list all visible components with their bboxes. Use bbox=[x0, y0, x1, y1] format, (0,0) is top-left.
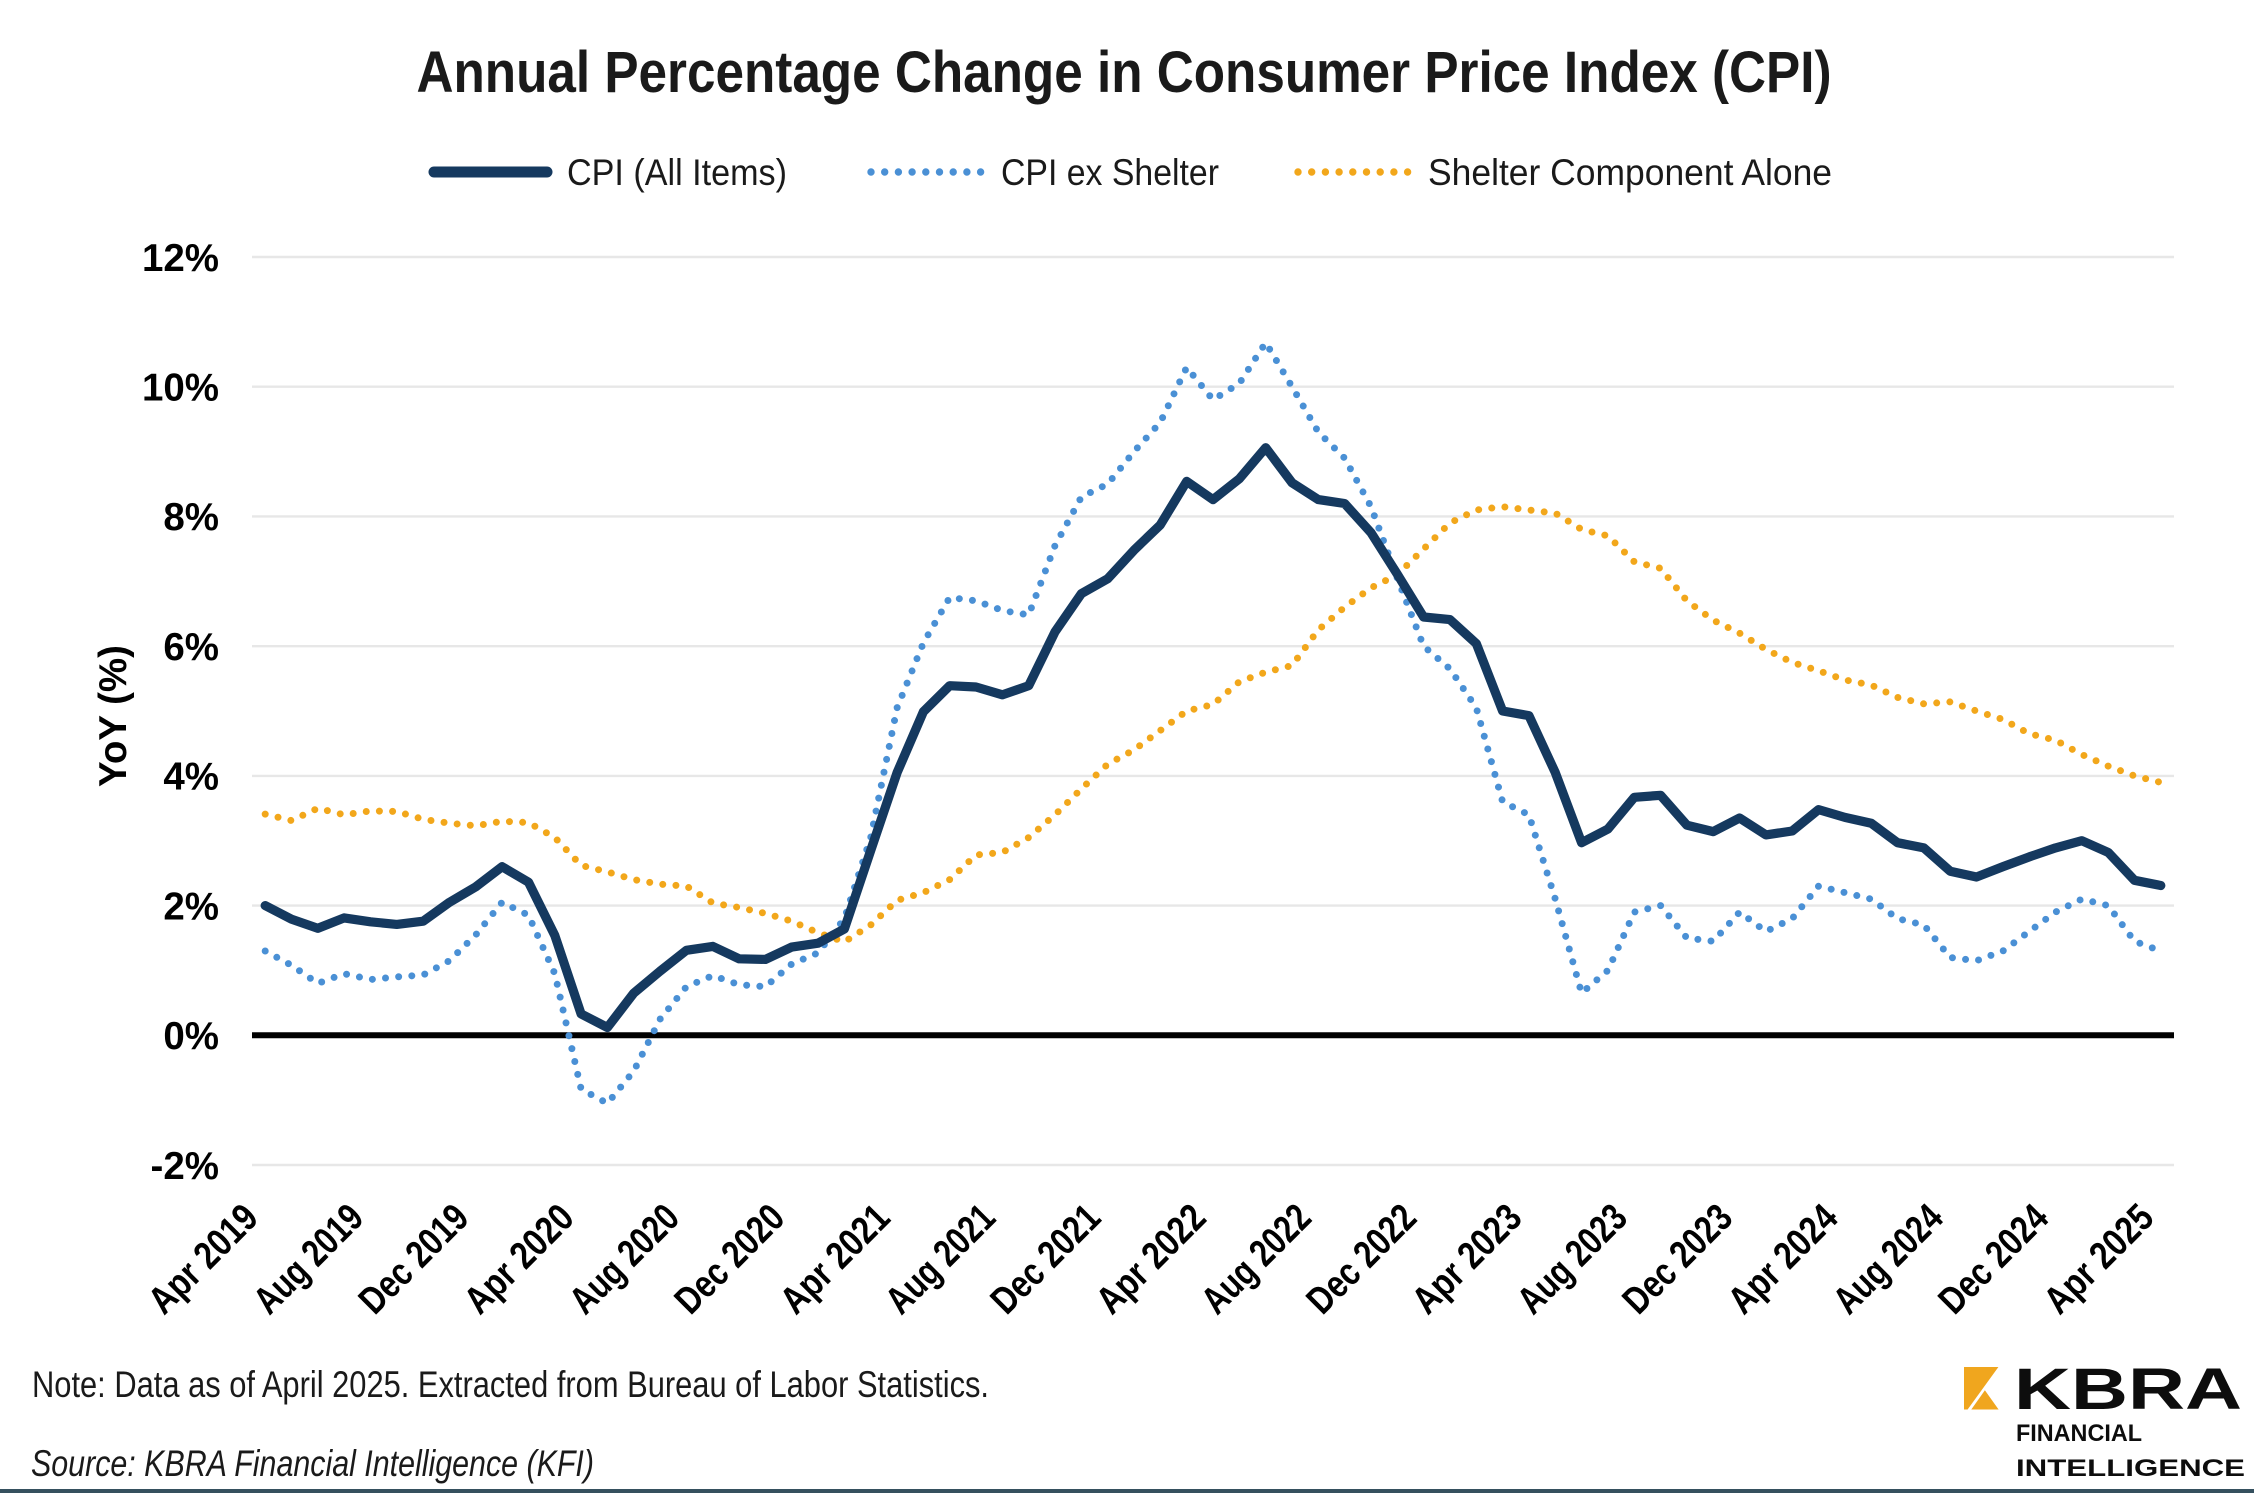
svg-text:-2%: -2% bbox=[151, 1145, 219, 1188]
svg-text:Shelter Component Alone: Shelter Component Alone bbox=[1428, 152, 1832, 193]
svg-text:8%: 8% bbox=[163, 496, 219, 539]
svg-text:INTELLIGENCE: INTELLIGENCE bbox=[2016, 1455, 2245, 1482]
svg-text:Note: Data as of April 2025. E: Note: Data as of April 2025. Extracted f… bbox=[32, 1363, 989, 1405]
svg-text:12%: 12% bbox=[142, 237, 219, 280]
svg-text:YoY (%): YoY (%) bbox=[92, 645, 135, 787]
svg-text:2%: 2% bbox=[163, 885, 219, 928]
svg-text:6%: 6% bbox=[163, 626, 219, 669]
svg-text:CPI ex Shelter: CPI ex Shelter bbox=[1001, 152, 1219, 193]
svg-text:KBRA: KBRA bbox=[2014, 1357, 2242, 1422]
svg-text:CPI (All Items): CPI (All Items) bbox=[567, 152, 787, 193]
svg-text:10%: 10% bbox=[142, 367, 219, 410]
svg-text:4%: 4% bbox=[163, 756, 219, 799]
svg-text:FINANCIAL: FINANCIAL bbox=[2016, 1420, 2142, 1447]
svg-text:Source: KBRA Financial Intelli: Source: KBRA Financial Intelligence (KFI… bbox=[31, 1442, 594, 1484]
svg-text:0%: 0% bbox=[163, 1015, 219, 1058]
svg-text:Annual Percentage Change in Co: Annual Percentage Change in Consumer Pri… bbox=[417, 40, 1832, 105]
